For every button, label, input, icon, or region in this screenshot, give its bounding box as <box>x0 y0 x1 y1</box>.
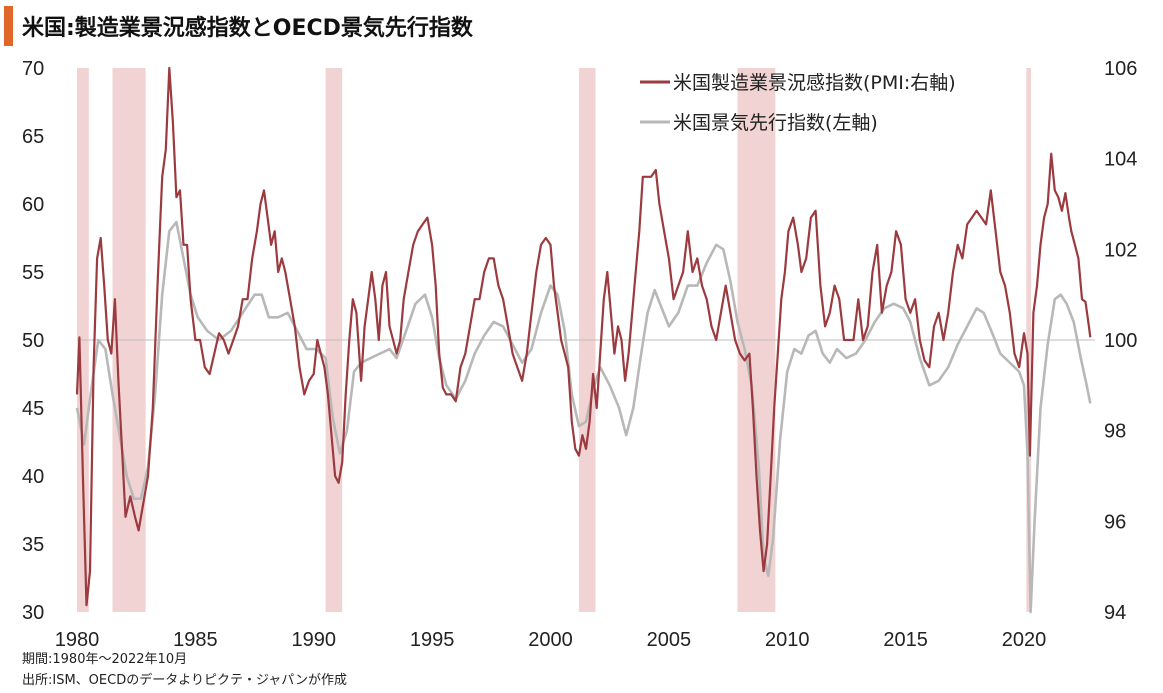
right-axis-ticks: 94 96 98 100 102 104 106 <box>1104 58 1137 624</box>
legend-label-cli: 米国景気先行指数(左軸) <box>673 112 878 134</box>
right-tick-label: 98 <box>1104 421 1126 443</box>
right-tick-label: 94 <box>1104 602 1126 624</box>
x-axis-ticks: 1980 1985 1990 1995 2000 2005 2010 2015 2020 <box>55 629 1046 651</box>
left-tick-label: 70 <box>22 58 44 80</box>
legend: 米国製造業景況感指数(PMI:右軸) 米国景気先行指数(左軸) <box>640 72 956 134</box>
x-tick-label: 2015 <box>883 629 928 651</box>
left-tick-label: 45 <box>22 398 44 420</box>
x-tick-label: 2000 <box>528 629 573 651</box>
x-tick-label: 1995 <box>410 629 455 651</box>
left-tick-label: 35 <box>22 534 44 556</box>
left-axis-ticks: 30 35 40 45 50 55 60 65 70 <box>22 58 44 624</box>
left-tick-label: 60 <box>22 194 44 216</box>
right-tick-label: 104 <box>1104 149 1137 171</box>
left-tick-label: 50 <box>22 330 44 352</box>
right-tick-label: 106 <box>1104 58 1137 80</box>
left-tick-label: 55 <box>22 262 44 284</box>
footnote-period: 期間:1980年〜2022年10月 <box>22 652 188 667</box>
footnote-source: 出所:ISM、OECDのデータよりピクテ・ジャパンが作成 <box>22 673 347 688</box>
right-tick-label: 100 <box>1104 330 1137 352</box>
pmi-line <box>75 66 1092 607</box>
title-accent-bar <box>4 6 13 46</box>
chart-title: 米国:製造業景況感指数とOECD景気先行指数 <box>22 16 473 41</box>
x-tick-label: 2020 <box>1002 629 1047 651</box>
legend-label-pmi: 米国製造業景況感指数(PMI:右軸) <box>673 72 956 94</box>
right-tick-label: 96 <box>1104 511 1126 533</box>
cli-line <box>75 220 1092 614</box>
x-tick-label: 2005 <box>647 629 692 651</box>
x-tick-label: 1980 <box>55 629 100 651</box>
right-tick-label: 102 <box>1104 239 1137 261</box>
pmi-series <box>75 66 1092 607</box>
x-tick-label: 2010 <box>765 629 810 651</box>
title-bar: 米国:製造業景況感指数とOECD景気先行指数 <box>0 4 1163 46</box>
x-tick-label: 1990 <box>291 629 336 651</box>
x-tick-label: 1985 <box>173 629 218 651</box>
cli-series <box>75 220 1092 614</box>
left-tick-label: 65 <box>22 126 44 148</box>
left-tick-label: 40 <box>22 466 44 488</box>
left-tick-label: 30 <box>22 602 44 624</box>
